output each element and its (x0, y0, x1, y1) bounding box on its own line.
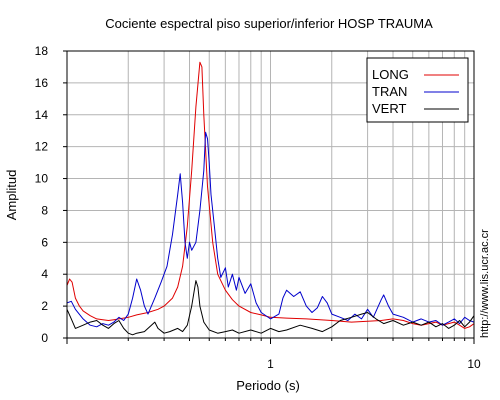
y-tick-label: 14 (35, 108, 49, 122)
legend-label-vert: VERT (372, 101, 406, 116)
y-axis-ticks: 0 2 4 6 8 10 12 14 16 18 (35, 44, 67, 345)
x-axis-label: Periodo (s) (236, 378, 300, 393)
grid (67, 51, 474, 338)
series-line-vert (67, 280, 474, 336)
y-tick-label: 16 (35, 76, 49, 90)
x-tick-label: 10 (467, 357, 481, 371)
y-tick-label: 12 (35, 140, 49, 154)
y-tick-label: 2 (41, 299, 48, 313)
source-url-watermark: http://www.lis.ucr.ac.cr (479, 229, 491, 338)
y-tick-label: 6 (41, 235, 48, 249)
y-axis-label: Amplitud (4, 170, 19, 221)
series-layer (67, 61, 474, 336)
x-axis-ticks: 1 10 (66, 338, 481, 371)
y-tick-label: 18 (35, 44, 49, 58)
y-tick-label: 0 (41, 331, 48, 345)
legend-label-long: LONG (372, 67, 409, 82)
y-tick-label: 10 (35, 172, 49, 186)
y-tick-label: 8 (41, 203, 48, 217)
series-line-tran (67, 131, 474, 328)
x-tick-label: 1 (267, 357, 274, 371)
chart-title: Cociente espectral piso superior/inferio… (105, 16, 433, 31)
legend-box (366, 57, 469, 123)
legend-label-tran: TRAN (372, 84, 407, 99)
y-tick-label: 4 (41, 267, 48, 281)
legend: LONG TRAN VERT (366, 57, 469, 123)
